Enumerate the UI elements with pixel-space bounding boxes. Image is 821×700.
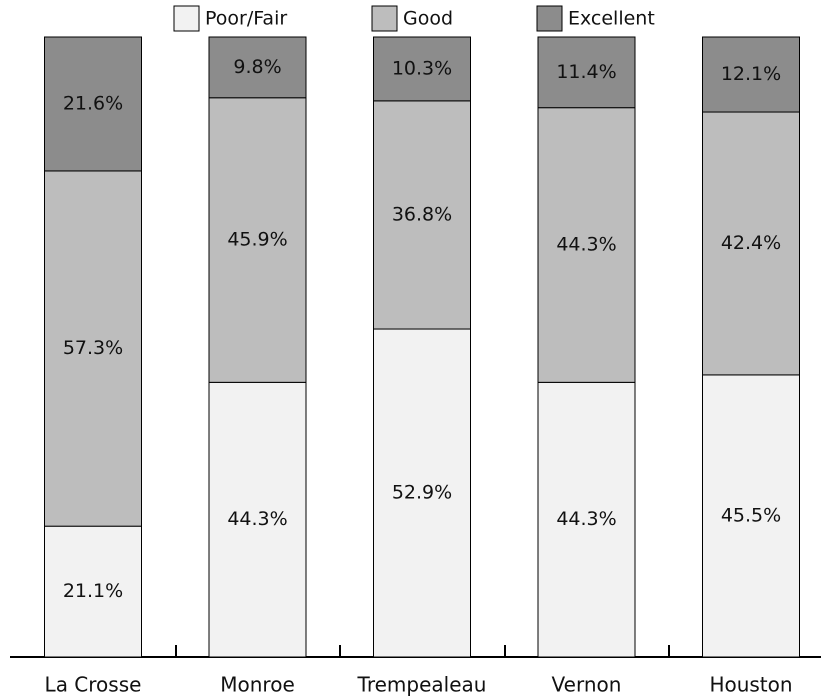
data-label: 21.6% (63, 92, 123, 114)
data-label: 44.3% (556, 234, 616, 256)
data-label: 45.9% (227, 229, 287, 251)
bar-segment (44, 170, 142, 527)
data-label: 9.8% (233, 56, 281, 78)
bar-segment (373, 328, 471, 658)
category-separators (175, 645, 670, 657)
data-label: 11.4% (556, 61, 616, 83)
bar-segment (44, 36, 142, 172)
data-label: 12.1% (721, 63, 781, 85)
x-tick-label: Vernon (552, 673, 622, 697)
bar-segment (702, 111, 800, 376)
bar-segment (537, 381, 636, 658)
data-label: 44.3% (227, 508, 287, 530)
data-label: 10.3% (392, 57, 452, 79)
data-label: 21.1% (63, 580, 123, 602)
bar-segment (702, 374, 800, 658)
legend-label: Poor/Fair (205, 8, 287, 30)
data-label: 42.4% (721, 232, 781, 254)
data-label: 52.9% (392, 482, 452, 504)
bar-segment (373, 100, 471, 330)
x-tick-label: Houston (709, 673, 792, 697)
legend-swatch (371, 5, 398, 32)
bar-segment (373, 36, 471, 102)
data-label: 57.3% (63, 337, 123, 359)
bar-segment (537, 107, 636, 383)
legend-swatch (173, 5, 200, 32)
legend-swatch (536, 5, 563, 32)
x-tick-label: Monroe (220, 673, 295, 697)
bar-segment (537, 36, 636, 109)
data-label: 44.3% (556, 508, 616, 530)
legend-label: Excellent (568, 8, 655, 30)
data-label: 45.5% (721, 504, 781, 526)
x-tick-label: La Crosse (45, 673, 142, 697)
bar-segment (208, 36, 307, 99)
data-label: 36.8% (392, 203, 452, 225)
bar-segment (44, 525, 142, 658)
x-tick-label: Trempealeau (357, 673, 487, 697)
bar-segment (702, 36, 800, 113)
legend-label: Good (403, 8, 453, 30)
